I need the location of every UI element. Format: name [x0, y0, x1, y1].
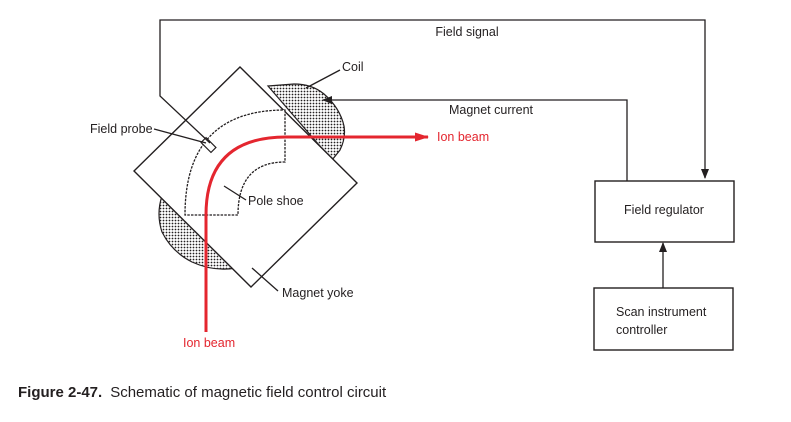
field-signal-line: [159, 19, 709, 179]
magnet-yoke-label: Magnet yoke: [282, 286, 354, 300]
field-regulator-label: Field regulator: [624, 203, 704, 217]
pole-shoe-label: Pole shoe: [248, 194, 304, 208]
field-probe-label: Field probe: [90, 122, 153, 136]
figure-caption-text: Schematic of magnetic field control circ…: [110, 384, 387, 401]
magnet-yoke-leader: [251, 267, 279, 292]
magnet-current-line: [322, 96, 628, 181]
scan-controller-label-line1: Scan instrument: [616, 305, 707, 319]
coil-label: Coil: [342, 60, 364, 74]
field-signal-label: Field signal: [435, 25, 498, 39]
figure-caption: Figure 2-47. Schematic of magnetic field …: [18, 384, 386, 401]
ion-beam-path: [204, 132, 429, 332]
ion-beam-in-label: Ion beam: [183, 336, 235, 350]
ion-beam-out-label: Ion beam: [437, 130, 489, 144]
pole-shoe-leader: [223, 185, 247, 201]
coil-leader: [305, 69, 341, 89]
figure-number: Figure 2-47.: [18, 384, 103, 401]
field-probe-element: [200, 136, 217, 154]
magnet-current-label: Magnet current: [449, 103, 534, 117]
scan-controller-box: [593, 287, 734, 351]
field-regulator-box: [594, 180, 735, 243]
scan-controller-label-line2: controller: [616, 323, 667, 337]
field-probe-leader: [153, 128, 207, 144]
